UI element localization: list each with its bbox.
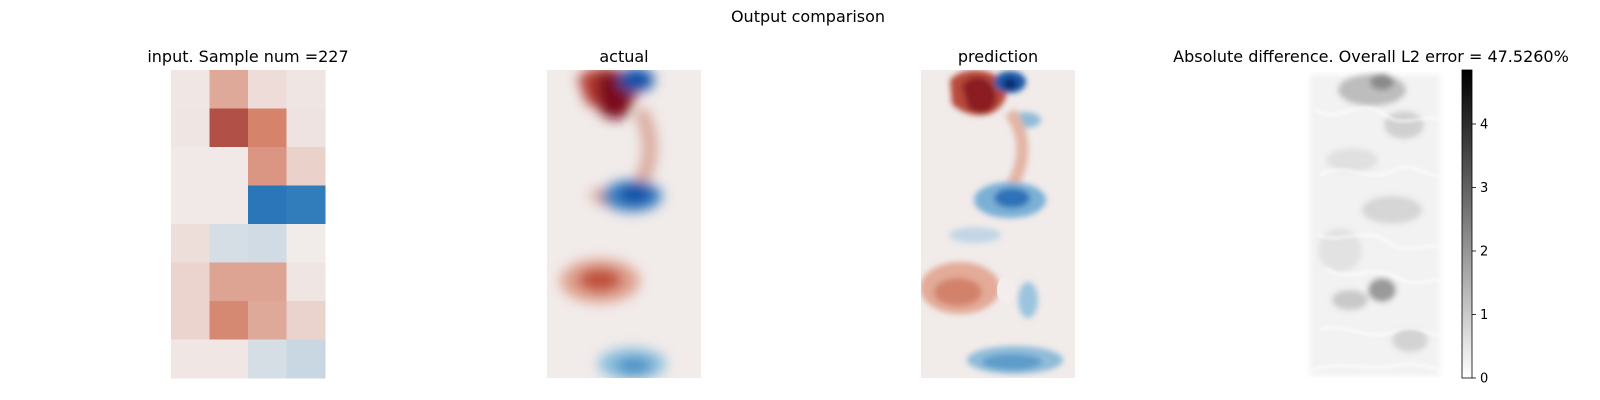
- input-cell-r0-c1: [209, 70, 249, 109]
- colorbar-ticks: 0 1 2 3 4: [1472, 117, 1488, 387]
- difference-colorbar: 0 1 2 3 4: [1461, 69, 1488, 387]
- input-cell-r1-c3: [286, 108, 326, 148]
- colorbar-tick-label-3: 3: [1480, 181, 1488, 196]
- prediction-background: [921, 70, 1075, 378]
- input-cell-r5-c3: [286, 262, 326, 302]
- input-cell-r2-c3: [286, 147, 326, 186]
- colorbar-tick-label-4: 4: [1480, 117, 1488, 132]
- input-cell-r1-c0: [171, 108, 210, 148]
- difference-heatmap: [1295, 70, 1449, 378]
- difference-panel-title: Absolute difference. Overall L2 error = …: [1173, 47, 1569, 66]
- input-cell-r0-c0: [171, 70, 210, 109]
- actual-panel-title: actual: [599, 47, 648, 66]
- input-cell-r6-c2: [248, 301, 287, 340]
- input-cell-r0-c2: [248, 70, 287, 109]
- input-heatmap: [171, 70, 326, 379]
- input-cell-r4-c3: [286, 224, 326, 263]
- actual-vortex-blue-top: [618, 70, 654, 92]
- input-cell-r1-c1: [209, 108, 249, 148]
- prediction-heatmap: [921, 70, 1075, 378]
- figure-title: Output comparison: [731, 7, 885, 26]
- input-cell-r5-c0: [171, 262, 210, 302]
- actual-heatmap: [547, 70, 701, 378]
- colorbar-tick-label-0: 0: [1480, 372, 1488, 387]
- input-cell-r4-c0: [171, 224, 210, 263]
- input-cell-r6-c3: [286, 301, 326, 340]
- colorbar-tick-label-2: 2: [1480, 244, 1488, 259]
- input-cell-r3-c2: [248, 185, 287, 225]
- colorbar-gradient: [1461, 69, 1473, 379]
- input-cell-r2-c2: [248, 147, 287, 186]
- input-cell-r5-c2: [248, 262, 287, 302]
- input-cell-r0-c3: [286, 70, 326, 109]
- input-cell-r4-c2: [248, 224, 287, 263]
- input-cell-r6-c0: [171, 301, 210, 340]
- input-cell-r7-c3: [286, 339, 326, 379]
- input-cell-r2-c1: [209, 147, 249, 186]
- input-cell-r7-c0: [171, 339, 210, 379]
- input-panel-title: input. Sample num =227: [147, 47, 348, 66]
- input-cell-r6-c1: [209, 301, 249, 340]
- input-cell-r7-c2: [248, 339, 287, 379]
- input-cell-r7-c1: [209, 339, 249, 379]
- colorbar-tick-label-1: 1: [1480, 308, 1488, 323]
- actual-background: [547, 70, 701, 378]
- input-cell-r3-c0: [171, 185, 210, 225]
- input-cell-r3-c3: [286, 185, 326, 225]
- prediction-panel-title: prediction: [958, 47, 1038, 66]
- input-cell-r1-c2: [248, 108, 287, 148]
- input-cell-r4-c1: [209, 224, 249, 263]
- input-cell-r3-c1: [209, 185, 249, 225]
- input-cell-r5-c1: [209, 262, 249, 302]
- input-cell-r2-c0: [171, 147, 210, 186]
